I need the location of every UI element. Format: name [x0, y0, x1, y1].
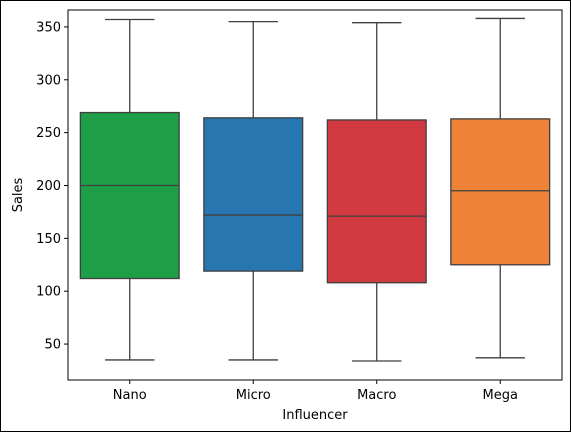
- y-axis-title: Sales: [11, 177, 26, 212]
- y-tick-label: 350: [36, 20, 61, 35]
- y-tick-label: 50: [44, 338, 61, 353]
- y-tick-label: 300: [36, 73, 61, 88]
- iqr-box: [326, 119, 427, 284]
- x-tick-label: Nano: [113, 388, 147, 403]
- y-tick-label: 150: [36, 232, 61, 247]
- iqr-box: [79, 111, 180, 280]
- y-tick-label: 100: [36, 285, 61, 300]
- x-tick-label: Micro: [236, 388, 271, 403]
- x-tick-label: Macro: [357, 388, 396, 403]
- box-mega: [450, 17, 551, 359]
- boxes-layer: [79, 17, 551, 362]
- iqr-box: [203, 117, 304, 272]
- x-tick-label: Mega: [483, 388, 518, 403]
- plot-area-frame: [67, 9, 563, 381]
- box-nano: [79, 18, 180, 361]
- y-axis-ticks: 50 100 150 200 250 300 350: [36, 20, 68, 353]
- iqr-box: [450, 118, 551, 266]
- x-axis-ticks: Nano Micro Macro Mega: [113, 380, 518, 403]
- x-axis-title: Influencer: [282, 408, 348, 423]
- y-tick-label: 200: [36, 179, 61, 194]
- box-micro: [203, 20, 304, 361]
- y-tick-label: 250: [36, 126, 61, 141]
- box-macro: [326, 22, 427, 362]
